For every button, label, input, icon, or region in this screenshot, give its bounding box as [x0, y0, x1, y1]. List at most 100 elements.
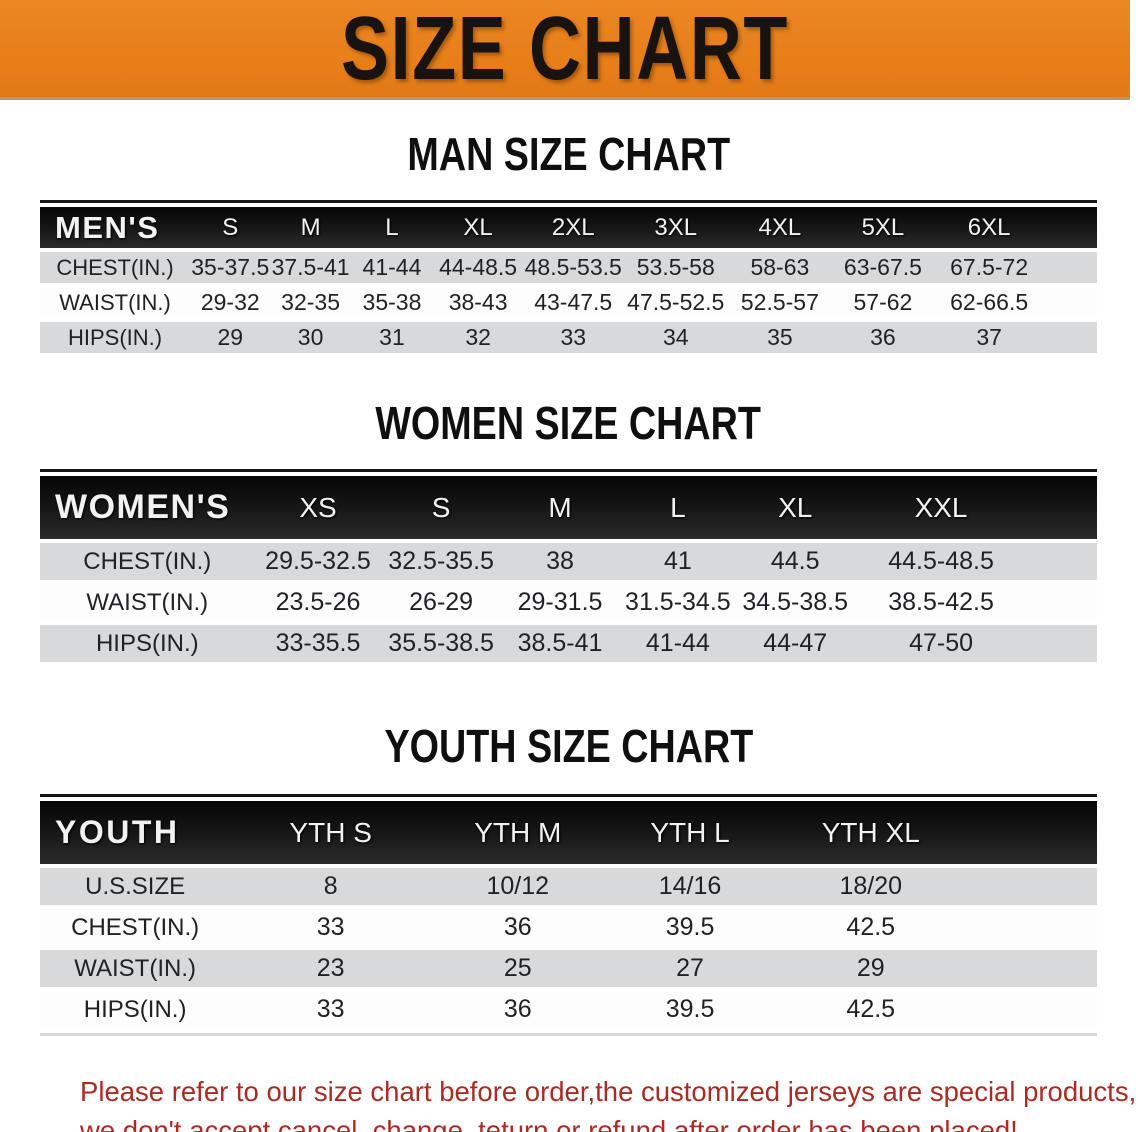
- size-value-cell: 39.5: [604, 991, 776, 1028]
- size-value-cell: 35: [728, 322, 832, 353]
- size-value-cell: 35.5-38.5: [381, 625, 501, 662]
- size-column-header: XL: [736, 476, 854, 539]
- size-value-cell: 29: [190, 322, 271, 353]
- row-padding-cell: [1028, 625, 1097, 662]
- size-value-cell: 57-62: [831, 287, 935, 318]
- size-value-cell: 36: [831, 322, 935, 353]
- table-group-label: YOUTH: [40, 801, 231, 864]
- row-padding-cell: [965, 909, 1097, 946]
- banner-title: SIZE CHART: [341, 0, 789, 99]
- section-heading-text: MAN SIZE CHART: [407, 128, 730, 180]
- size-value-cell: 10/12: [431, 868, 605, 905]
- size-value-cell: 33-35.5: [254, 625, 382, 662]
- row-padding-cell: [965, 950, 1097, 987]
- row-padding-cell: [1044, 252, 1097, 283]
- size-value-cell: 27: [604, 950, 776, 987]
- row-label: WAIST(IN.): [40, 950, 231, 987]
- row-label: CHEST(IN.): [40, 543, 255, 580]
- size-column-header: S: [190, 207, 271, 248]
- header-padding-cell: [965, 801, 1097, 864]
- size-value-cell: 23.5-26: [254, 584, 382, 621]
- section-heading-text: WOMEN SIZE CHART: [375, 397, 762, 449]
- size-value-cell: 32-35: [270, 287, 351, 318]
- table-top-rule: [40, 469, 1097, 472]
- size-column-header: XL: [433, 207, 524, 248]
- size-column-header: 4XL: [728, 207, 832, 248]
- size-table-header-row: WOMEN'S XS S M L XL XXL: [40, 476, 1097, 539]
- table-top-rule: [40, 200, 1097, 203]
- disclaimer-line-1: Please refer to our size chart before or…: [80, 1076, 1137, 1107]
- size-value-cell: 53.5-58: [623, 252, 729, 283]
- size-value-cell: 62-66.5: [934, 287, 1045, 318]
- size-column-header: XXL: [853, 476, 1029, 539]
- table-row: HIPS(IN.) 33 36 39.5 42.5: [40, 991, 1097, 1028]
- size-value-cell: 32.5-35.5: [381, 543, 501, 580]
- size-value-cell: 38.5-42.5: [853, 584, 1029, 621]
- size-column-header: M: [500, 476, 620, 539]
- table-bottom-rule: [40, 1033, 1097, 1036]
- size-value-cell: 39.5: [604, 909, 776, 946]
- size-value-cell: 34.5-38.5: [736, 584, 854, 621]
- size-value-cell: 63-67.5: [831, 252, 935, 283]
- table-top-rule: [40, 794, 1097, 797]
- size-value-cell: 25: [431, 950, 605, 987]
- size-column-header: L: [350, 207, 434, 248]
- size-column-header: L: [619, 476, 737, 539]
- row-label: CHEST(IN.): [40, 252, 191, 283]
- size-value-cell: 33: [230, 909, 432, 946]
- size-value-cell: 29.5-32.5: [254, 543, 382, 580]
- size-value-cell: 41: [619, 543, 737, 580]
- size-value-cell: 26-29: [381, 584, 501, 621]
- size-value-cell: 29: [775, 950, 966, 987]
- size-value-cell: 42.5: [775, 909, 966, 946]
- table-row: HIPS(IN.) 33-35.5 35.5-38.5 38.5-41 41-44 44-…: [40, 625, 1097, 662]
- size-column-header: YTH M: [431, 801, 605, 864]
- size-value-cell: 67.5-72: [934, 252, 1045, 283]
- table-row: WAIST(IN.) 23.5-26 26-29 29-31.5 31.5-34.5 34…: [40, 584, 1097, 621]
- section-heading: MAN SIZE CHART: [40, 100, 1097, 200]
- size-column-header: YTH S: [230, 801, 432, 864]
- size-value-cell: 38-43: [433, 287, 524, 318]
- table-row: CHEST(IN.) 35-37.5 37.5-41 41-44 44-48.5 48.5…: [40, 252, 1097, 283]
- size-value-cell: 44.5-48.5: [853, 543, 1029, 580]
- size-value-cell: 36: [431, 991, 605, 1028]
- size-value-cell: 47.5-52.5: [623, 287, 729, 318]
- row-label: HIPS(IN.): [40, 625, 255, 662]
- size-value-cell: 44.5: [736, 543, 854, 580]
- table-row: CHEST(IN.) 33 36 39.5 42.5: [40, 909, 1097, 946]
- size-column-header: M: [270, 207, 351, 248]
- disclaimer-line-2: we don't accept cancel, change, teturn o…: [80, 1115, 1018, 1132]
- row-padding-cell: [965, 868, 1097, 905]
- table-row: HIPS(IN.) 29 30 31 32 33 34 35 36 37: [40, 322, 1097, 353]
- size-value-cell: 36: [431, 909, 605, 946]
- content: MAN SIZE CHART MEN'S S M L XL 2XL 3XL 4XL 5XL 6XL C…: [40, 100, 1137, 1132]
- size-table: MEN'S S M L XL 2XL 3XL 4XL 5XL 6XL CHEST(IN.) 35-37…: [40, 203, 1097, 357]
- row-padding-cell: [1044, 287, 1097, 318]
- header-padding-cell: [1028, 476, 1097, 539]
- size-value-cell: 43-47.5: [523, 287, 624, 318]
- size-value-cell: 23: [230, 950, 432, 987]
- row-padding-cell: [965, 991, 1097, 1028]
- size-value-cell: 33: [523, 322, 624, 353]
- banner: SIZE CHART: [0, 0, 1130, 100]
- size-value-cell: 35-37.5: [190, 252, 271, 283]
- size-value-cell: 41-44: [619, 625, 737, 662]
- row-label: HIPS(IN.): [40, 322, 191, 353]
- size-value-cell: 31.5-34.5: [619, 584, 737, 621]
- size-value-cell: 47-50: [853, 625, 1029, 662]
- size-value-cell: 41-44: [350, 252, 434, 283]
- size-value-cell: 42.5: [775, 991, 966, 1028]
- table-group-label: WOMEN'S: [40, 476, 255, 539]
- section-heading-text: YOUTH SIZE CHART: [384, 720, 753, 772]
- size-column-header: 5XL: [831, 207, 935, 248]
- size-table-header-row: MEN'S S M L XL 2XL 3XL 4XL 5XL 6XL: [40, 207, 1097, 248]
- size-value-cell: 32: [433, 322, 524, 353]
- row-label: HIPS(IN.): [40, 991, 231, 1028]
- table-row: CHEST(IN.) 29.5-32.5 32.5-35.5 38 41 44.5 44.5…: [40, 543, 1097, 580]
- size-value-cell: 31: [350, 322, 434, 353]
- row-padding-cell: [1044, 322, 1097, 353]
- disclaimer: Please refer to our size chart before or…: [80, 1072, 1137, 1132]
- size-value-cell: 14/16: [604, 868, 776, 905]
- size-table-header-row: YOUTH YTH S YTH M YTH L YTH XL: [40, 801, 1097, 864]
- size-value-cell: 58-63: [728, 252, 832, 283]
